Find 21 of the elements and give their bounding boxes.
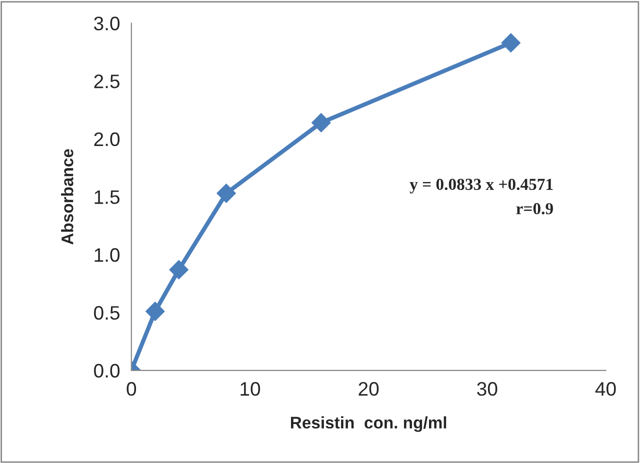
annotation: r=0.9	[516, 203, 553, 214]
point	[169, 260, 188, 280]
x-tick-label: 0	[126, 382, 136, 396]
point	[216, 184, 236, 203]
x-tick-label: 30	[477, 382, 498, 396]
point	[146, 302, 165, 321]
y-tick-label: 2.5	[94, 74, 120, 88]
x-tick-label: 10	[240, 382, 260, 396]
y-tick-label: 3.0	[94, 16, 120, 30]
x-tick-label: 20	[358, 382, 379, 396]
point	[501, 33, 520, 52]
x-tick-label: 40	[595, 382, 616, 396]
y-tick-label: 2.0	[94, 132, 120, 146]
y-tick-label: 0.0	[94, 364, 120, 378]
y-tick-label: 1.5	[94, 190, 120, 204]
point	[312, 113, 331, 132]
annotation: y = 0.0833 x +0.4571	[410, 178, 553, 194]
y-tick-label: 1.0	[94, 248, 120, 262]
y-tick-label: 0.5	[94, 306, 120, 320]
x-axis-title: Resistin con. ng/ml	[290, 416, 446, 432]
y-axis-title: Absorbance	[61, 149, 74, 245]
